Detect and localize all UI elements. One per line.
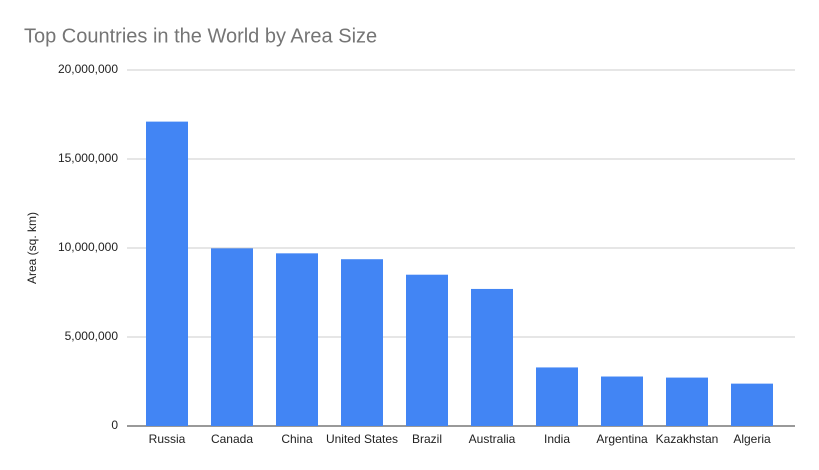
x-tick-label: Argentina: [596, 432, 648, 446]
x-tick-label: Kazakhstan: [656, 432, 719, 446]
bar: [406, 274, 448, 426]
y-tick-label: 15,000,000: [58, 151, 118, 165]
bar: [666, 377, 708, 426]
x-tick-label: Russia: [149, 432, 186, 446]
chart-title: Top Countries in the World by Area Size: [24, 25, 377, 47]
y-tick-label: 5,000,000: [65, 329, 119, 343]
bar: [276, 253, 318, 426]
bar: [211, 248, 253, 426]
bar: [731, 383, 773, 426]
bar: [601, 376, 643, 426]
bar: [341, 259, 383, 426]
x-tick-label: Algeria: [733, 432, 771, 446]
y-axis-label: Area (sq. km): [25, 212, 39, 284]
x-tick-label: China: [281, 432, 313, 446]
bar: [536, 367, 578, 426]
x-tick-label: United States: [326, 432, 398, 446]
y-tick-label: 0: [111, 418, 118, 432]
bar: [146, 121, 188, 427]
x-tick-label: Brazil: [412, 432, 442, 446]
x-tick-label: Australia: [469, 432, 516, 446]
y-tick-label: 10,000,000: [58, 240, 118, 254]
x-tick-label: Canada: [211, 432, 253, 446]
bar: [471, 288, 513, 426]
y-tick-label: 20,000,000: [58, 62, 118, 76]
x-tick-label: India: [544, 432, 570, 446]
